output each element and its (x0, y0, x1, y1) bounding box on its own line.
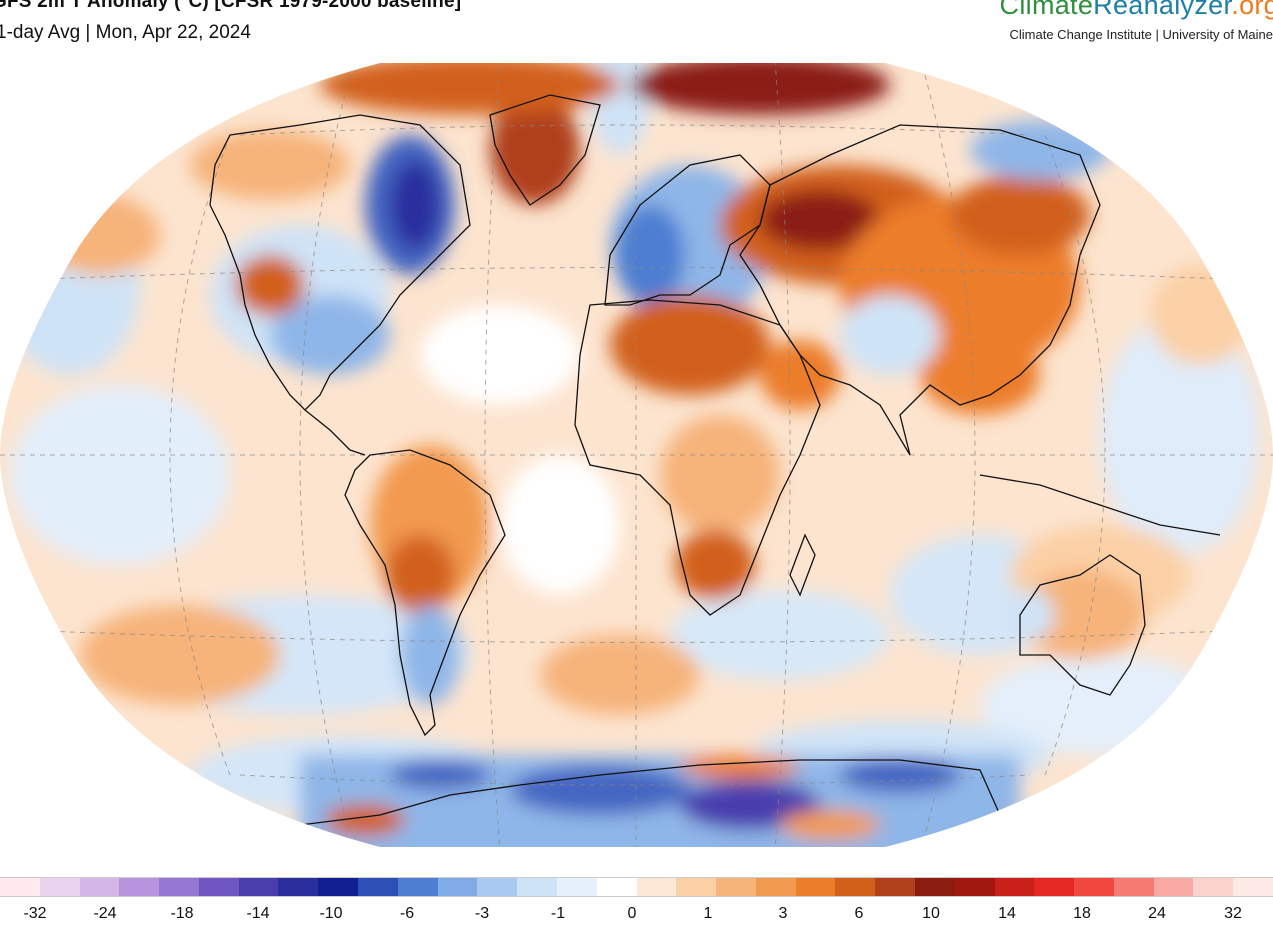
tick-label: 0 (627, 905, 637, 922)
color-swatch-12 (477, 878, 518, 896)
tick-label: -3 (474, 905, 490, 922)
color-swatch-21 (835, 878, 876, 896)
color-scale-ticks: -32 -24 -18 -14 -10 -6 -3 -1 0 1 3 6 10 14 18 24 32 (0, 905, 1273, 925)
color-swatch-6 (238, 878, 279, 896)
color-swatch-18 (716, 878, 756, 896)
north-america-outline (209, 114, 471, 411)
color-swatch-8 (318, 878, 359, 896)
tick-label: -6 (399, 905, 415, 922)
tick-label: 18 (1073, 905, 1091, 922)
color-swatch-5 (198, 878, 239, 896)
tick-label: 24 (1148, 905, 1166, 922)
tick-label: -24 (93, 905, 117, 922)
color-swatch-20 (795, 878, 836, 896)
tick-label: 32 (1224, 905, 1242, 922)
brand-part-3: .org (1231, 0, 1273, 20)
europe-outline (604, 154, 771, 306)
map-title: GFS 2m T Anomaly (°C) [CFSR 1979-2000 ba… (0, 0, 462, 12)
tick-label: 10 (922, 905, 940, 922)
antarctica-outline (299, 759, 1001, 826)
map-field (0, 63, 1273, 847)
color-swatch-22 (875, 878, 915, 896)
indonesia-outline (979, 474, 1221, 536)
color-swatch-31 (1233, 878, 1273, 896)
australia-outline (1019, 554, 1146, 696)
tick-label: -32 (23, 905, 47, 922)
tick-label: 3 (778, 905, 788, 922)
color-swatch-28 (1113, 878, 1154, 896)
graticule (0, 63, 1273, 847)
greenland-outline (489, 94, 601, 206)
color-swatch-23 (914, 878, 955, 896)
madagascar-outline (789, 533, 816, 597)
color-swatch-27 (1074, 878, 1114, 896)
tick-label: -1 (550, 905, 566, 922)
brand-part-2: Reanalyzer (1093, 0, 1232, 20)
color-swatch-15 (596, 878, 637, 896)
color-swatch-29 (1153, 878, 1194, 896)
map-subtitle: 1-day Avg | Mon, Apr 22, 2024 (0, 22, 251, 43)
asia-outline (739, 124, 1101, 456)
anomaly-shading (0, 63, 1260, 847)
tick-label: -10 (319, 905, 343, 922)
color-swatch-0 (0, 878, 40, 896)
color-swatch-14 (556, 878, 597, 896)
color-swatch-1 (39, 878, 80, 896)
south-america-outline (344, 449, 506, 737)
tick-label: 6 (854, 905, 864, 922)
continent-outlines (209, 94, 1221, 826)
color-swatch-4 (159, 878, 199, 896)
central-america-outline (304, 409, 366, 456)
brand-logo[interactable]: ClimateReanalyzer.org (1000, 0, 1273, 21)
color-swatch-2 (79, 878, 120, 896)
color-swatch-16 (636, 878, 677, 896)
color-swatch-11 (437, 878, 478, 896)
tick-label: 14 (998, 905, 1016, 922)
color-swatch-24 (954, 878, 995, 896)
color-swatch-30 (1193, 878, 1234, 896)
anomaly-map (0, 63, 1273, 847)
tick-label: -18 (170, 905, 194, 922)
color-swatch-17 (676, 878, 717, 896)
tick-label: -14 (246, 905, 270, 922)
color-swatch-26 (1034, 878, 1075, 896)
color-swatch-10 (397, 878, 438, 896)
color-swatch-13 (517, 878, 557, 896)
color-swatch-25 (994, 878, 1035, 896)
color-swatch-19 (755, 878, 796, 896)
color-scale-bar (0, 877, 1273, 897)
color-swatch-7 (278, 878, 319, 896)
tick-label: 1 (703, 905, 713, 922)
brand-subline: Climate Change Institute | University of… (1009, 27, 1273, 42)
color-swatch-3 (119, 878, 160, 896)
brand-part-1: Climate (999, 0, 1094, 20)
color-swatch-9 (358, 878, 398, 896)
